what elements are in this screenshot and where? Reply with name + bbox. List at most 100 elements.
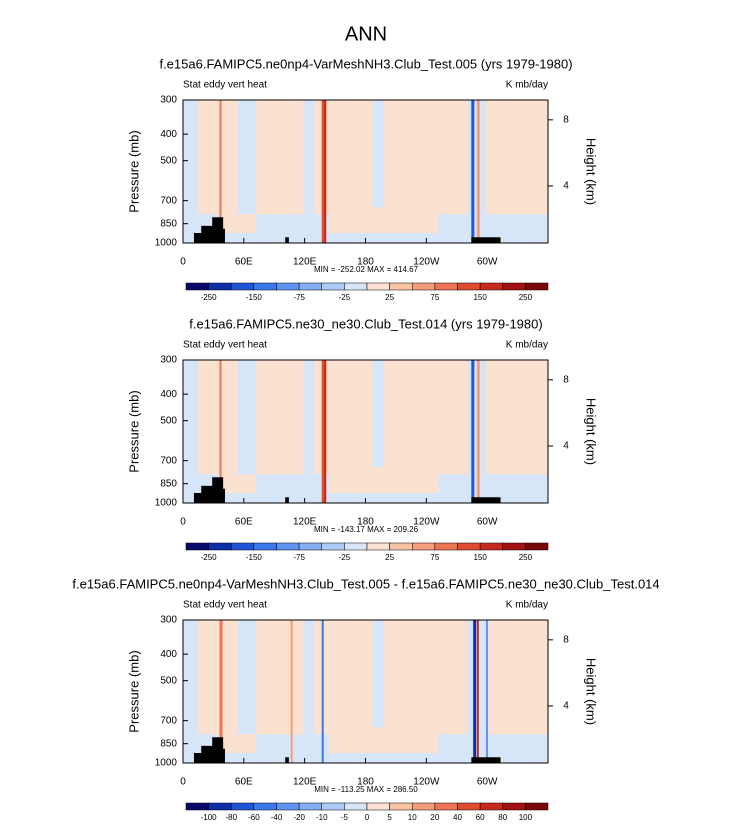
field-region: [219, 474, 256, 493]
left-label: Stat eddy vert heat: [183, 340, 267, 351]
colorbar-box: [366, 542, 390, 551]
field-region: [485, 360, 548, 475]
field-stripe: [473, 620, 477, 763]
colorbar-box: [457, 282, 481, 291]
field-region: [256, 360, 304, 475]
topography: [285, 757, 289, 763]
colorbar-box: [253, 282, 277, 291]
colorbar-box: [208, 282, 232, 291]
stats: MIN = -143.17 MAX = 209.26: [314, 525, 419, 534]
panel-title: f.e15a6.FAMIPC5.ne0np4-VarMeshNH3.Club_T…: [159, 56, 572, 71]
topography: [219, 228, 225, 243]
field-stripe: [219, 360, 222, 503]
x-tick-label: 0: [180, 777, 186, 788]
field-stripe: [476, 620, 479, 763]
y-axis-label: Pressure (mb): [126, 650, 141, 732]
field-stripe: [219, 100, 222, 243]
colorbar-label: 100: [519, 813, 533, 822]
stats: MIN = -113.25 MAX = 286.50: [314, 785, 418, 794]
y-tick-label: 1000: [155, 238, 178, 249]
y-tick-label: 1000: [155, 758, 178, 769]
field-region: [219, 214, 256, 233]
colorbar-label: 250: [519, 293, 533, 302]
y2-tick-label: 8: [563, 374, 569, 385]
colorbar-box: [208, 802, 232, 811]
topography: [212, 477, 224, 503]
colorbar-box: [502, 542, 526, 551]
colorbar-box: [434, 802, 458, 811]
y-axis-label: Pressure (mb): [126, 130, 141, 212]
colorbar-box: [344, 282, 368, 291]
field-stripe: [324, 100, 327, 243]
colorbar-box: [412, 282, 436, 291]
y2-tick-label: 8: [563, 634, 569, 645]
topography: [471, 757, 501, 763]
y2-axis-label: Height (km): [584, 138, 599, 205]
colorbar-box: [412, 802, 436, 811]
colorbar-label: -40: [271, 813, 283, 822]
colorbar-label: -250: [201, 553, 218, 562]
field-stripe: [219, 620, 223, 763]
colorbar-label: 250: [519, 553, 533, 562]
colorbar-label: 60: [476, 813, 485, 822]
colorbar-box: [276, 542, 300, 551]
right-label: K mb/day: [506, 80, 548, 91]
field-stripe: [321, 360, 326, 503]
colorbar-box: [344, 802, 368, 811]
topography: [219, 488, 225, 503]
colorbar-label: -10: [316, 813, 328, 822]
field-region: [329, 727, 439, 753]
left-label: Stat eddy vert heat: [183, 600, 267, 611]
colorbar-box: [434, 282, 458, 291]
colorbar-label: -20: [293, 813, 305, 822]
panel-title: f.e15a6.FAMIPC5.ne0np4-VarMeshNH3.Club_T…: [72, 576, 659, 591]
x-tick-label: 120W: [413, 257, 440, 268]
topography: [219, 748, 225, 763]
colorbar-box: [321, 802, 345, 811]
colorbar-label: 10: [408, 813, 417, 822]
y2-axis-label: Height (km): [584, 398, 599, 465]
field-region: [329, 207, 439, 233]
y-tick-label: 700: [160, 455, 177, 466]
x-tick-label: 180: [357, 777, 374, 788]
field-stripe: [471, 100, 475, 243]
y-tick-label: 700: [160, 715, 177, 726]
colorbar-label: 150: [473, 553, 487, 562]
colorbar-label: -150: [246, 553, 263, 562]
y-tick-label: 500: [160, 415, 177, 426]
colorbar-box: [389, 802, 413, 811]
topography: [471, 237, 501, 243]
colorbar-box: [344, 542, 368, 551]
y2-tick-label: 8: [563, 114, 569, 125]
colorbar-box: [185, 802, 209, 811]
colorbar-label: -75: [293, 553, 305, 562]
y-tick-label: 400: [160, 129, 177, 140]
y2-tick-label: 4: [563, 701, 569, 712]
colorbar-box: [276, 802, 300, 811]
panel-title: f.e15a6.FAMIPC5.ne30_ne30.Club_Test.014 …: [189, 316, 542, 331]
colorbar-box: [231, 542, 255, 551]
colorbar-label: 75: [430, 293, 439, 302]
y2-axis-label: Height (km): [584, 658, 599, 725]
y2-tick-label: 4: [563, 181, 569, 192]
x-tick-label: 60E: [235, 777, 253, 788]
right-label: K mb/day: [506, 600, 548, 611]
colorbar-box: [525, 542, 549, 551]
x-tick-label: 60E: [235, 517, 253, 528]
stats: MIN = -252.02 MAX = 414.67: [314, 265, 419, 274]
colorbar-box: [366, 282, 390, 291]
colorbar-label: -60: [248, 813, 260, 822]
y-tick-label: 1000: [155, 498, 178, 509]
x-tick-label: 120E: [293, 257, 317, 268]
colorbar-box: [253, 542, 277, 551]
y-tick-label: 500: [160, 675, 177, 686]
field-stripe: [321, 100, 326, 243]
y-tick-label: 400: [160, 649, 177, 660]
colorbar-box: [298, 282, 322, 291]
colorbar-box: [525, 802, 549, 811]
colorbar-box: [502, 802, 526, 811]
colorbar-box: [479, 282, 503, 291]
x-tick-label: 0: [180, 517, 186, 528]
y-tick-label: 400: [160, 389, 177, 400]
